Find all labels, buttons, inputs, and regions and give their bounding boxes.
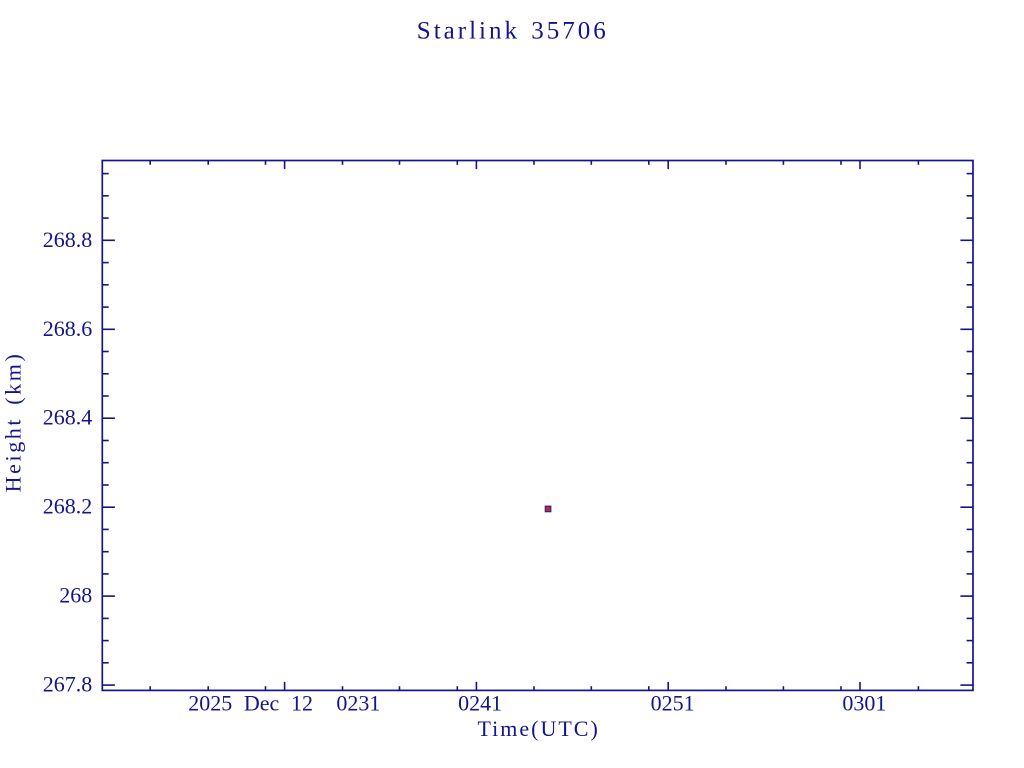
svg-text:268.2: 268.2 <box>43 494 93 519</box>
svg-text:0301: 0301 <box>842 691 886 716</box>
svg-text:0241: 0241 <box>458 691 502 716</box>
svg-text:2025 Dec 12 0231: 2025 Dec 12 0231 <box>188 691 380 716</box>
svg-text:268: 268 <box>59 583 92 608</box>
svg-text:Height (km): Height (km) <box>1 352 26 493</box>
svg-text:267.8: 267.8 <box>43 672 93 697</box>
svg-text:Starlink 35706: Starlink 35706 <box>417 18 609 45</box>
svg-text:268.4: 268.4 <box>43 405 93 430</box>
svg-text:0251: 0251 <box>651 691 695 716</box>
svg-text:268.6: 268.6 <box>43 316 93 341</box>
svg-text:268.8: 268.8 <box>43 227 93 252</box>
svg-text:Time(UTC): Time(UTC) <box>478 716 600 741</box>
